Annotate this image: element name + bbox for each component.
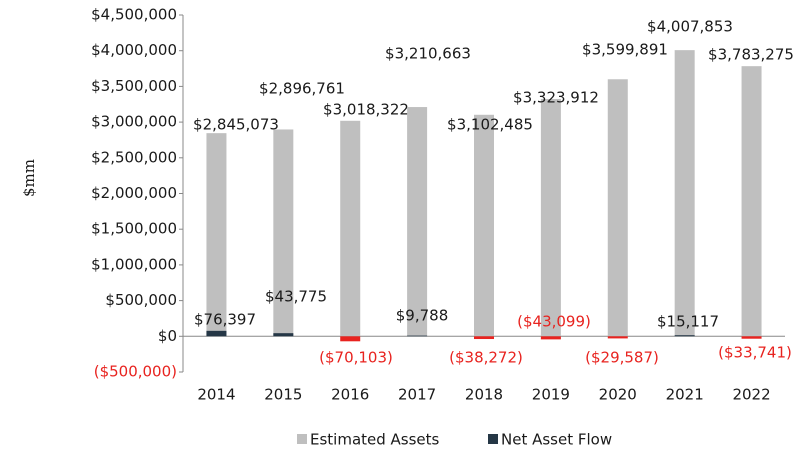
- legend-swatch: [297, 434, 307, 444]
- bar: [206, 133, 227, 337]
- legend-swatch: [488, 434, 498, 444]
- data-label: ($29,587): [585, 349, 659, 367]
- x-tick-label: 2020: [599, 386, 637, 404]
- y-tick-label: $3,500,000: [91, 77, 177, 95]
- x-tick-label: 2015: [264, 386, 302, 404]
- y-axis-label: $mm: [20, 159, 38, 197]
- data-label: $3,102,485: [447, 116, 533, 134]
- bar: [206, 330, 227, 337]
- bar: [407, 107, 428, 337]
- bar: [407, 335, 428, 337]
- data-label: ($33,741): [718, 344, 792, 362]
- bar: [340, 120, 361, 337]
- data-label: $3,783,275: [708, 46, 794, 64]
- x-tick-label: 2018: [465, 386, 503, 404]
- y-tick-label: $0: [158, 327, 177, 345]
- y-tick-label: $3,000,000: [91, 113, 177, 131]
- bar: [540, 98, 561, 337]
- bar: [674, 335, 695, 337]
- data-label: $3,323,912: [513, 89, 599, 107]
- data-label: $4,007,853: [647, 18, 733, 36]
- bar: [474, 336, 494, 340]
- data-label: $3,018,322: [323, 101, 409, 119]
- data-label: $15,117: [657, 313, 719, 331]
- legend-label: Estimated Assets: [310, 431, 440, 449]
- y-tick-label: $4,000,000: [91, 41, 177, 59]
- data-label: ($43,099): [517, 313, 591, 331]
- y-tick-label: $4,500,000: [91, 6, 177, 24]
- data-label: ($38,272): [449, 349, 523, 367]
- y-tick-label: ($500,000): [94, 363, 177, 381]
- data-label: $43,775: [265, 288, 327, 306]
- bar: [607, 336, 628, 339]
- y-tick-label: $2,000,000: [91, 184, 177, 202]
- bar: [741, 66, 762, 337]
- data-label: $2,896,761: [259, 80, 345, 98]
- data-label: $3,599,891: [582, 41, 668, 59]
- data-label: $76,397: [194, 311, 256, 329]
- bar: [340, 336, 361, 342]
- y-tick-label: $1,500,000: [91, 220, 177, 238]
- legend-label: Net Asset Flow: [501, 431, 612, 449]
- y-tick-label: $2,500,000: [91, 148, 177, 166]
- x-tick-label: 2022: [732, 386, 770, 404]
- y-tick-label: $500,000: [105, 291, 177, 309]
- x-tick-label: 2016: [331, 386, 369, 404]
- data-label: $3,210,663: [385, 45, 471, 63]
- bar: [273, 333, 294, 337]
- data-label: ($70,103): [319, 349, 393, 367]
- x-tick-label: 2017: [398, 386, 436, 404]
- bar: [273, 129, 294, 337]
- y-tick-label: $1,000,000: [91, 255, 177, 273]
- bar: [474, 114, 494, 337]
- bar: [674, 50, 695, 337]
- data-label: $9,788: [396, 307, 449, 325]
- x-tick-label: 2019: [532, 386, 570, 404]
- x-tick-label: 2021: [666, 386, 704, 404]
- bar: [607, 79, 628, 337]
- x-tick-label: 2014: [197, 386, 235, 404]
- bar: [741, 336, 762, 339]
- data-label: $2,845,073: [193, 116, 279, 134]
- bar: [540, 336, 561, 340]
